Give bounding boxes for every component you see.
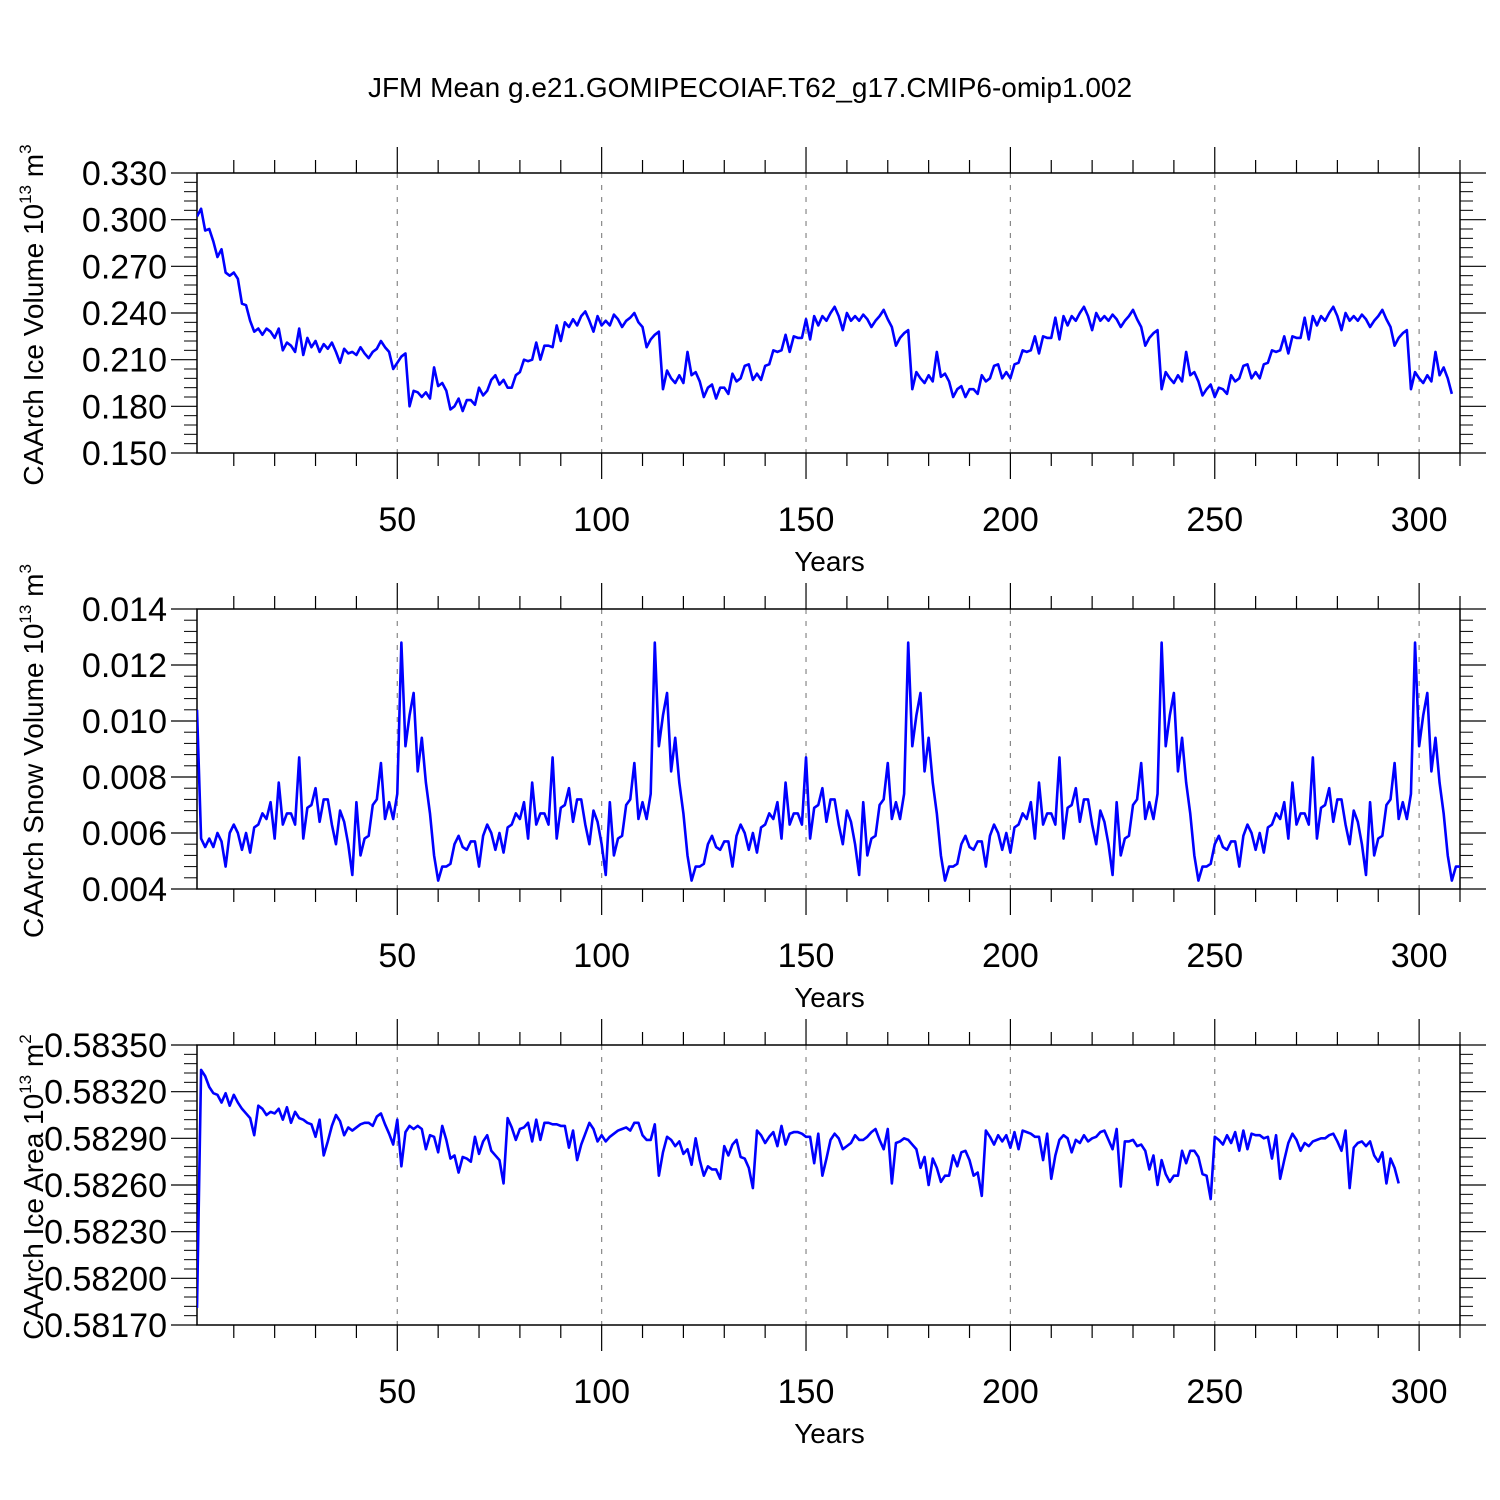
y-tick-label: 0.210: [82, 342, 167, 380]
y-tick-label: 0.58290: [44, 1120, 167, 1158]
x-tick-label: 250: [1186, 1373, 1243, 1411]
panel-ice-volume: 0.150 0.180 0.210 0.240 0.270 0.300 0.330 50 100…: [16, 144, 1486, 577]
y-tick-label: 0.58200: [44, 1260, 167, 1298]
y-tick-label: 0.014: [82, 591, 167, 629]
x-axis-label: Years: [794, 1418, 865, 1449]
x-tick-label: 100: [573, 1373, 630, 1411]
x-tick-label: 200: [982, 501, 1039, 539]
x-axis-label: Years: [794, 546, 865, 577]
y-tick-label: 0.58350: [44, 1027, 167, 1065]
x-tick-label: 300: [1391, 937, 1448, 975]
y-tick-label: 0.330: [82, 155, 167, 193]
x-tick-label: 50: [378, 501, 416, 539]
x-tick-label: 50: [378, 937, 416, 975]
series-line-ice-volume: [197, 207, 1454, 413]
figure-title: JFM Mean g.e21.GOMIPECOIAF.T62_g17.CMIP6…: [367, 72, 1133, 103]
x-tick-label: 100: [573, 937, 630, 975]
plot-frame: [196, 172, 1461, 454]
y-tick-label: 0.006: [82, 815, 167, 853]
y-axis-label-main: CAArch Snow Volume 10: [18, 624, 49, 938]
y-axis-label-unit: m: [18, 574, 49, 605]
x-tick-label: 150: [778, 937, 835, 975]
y-tick-label: 0.58320: [44, 1074, 167, 1112]
x-tick-label: 300: [1391, 501, 1448, 539]
plot-frame: [196, 1044, 1461, 1326]
y-tick-label: 0.012: [82, 647, 167, 685]
x-tick-label: 100: [573, 501, 630, 539]
y-tick-label: 0.010: [82, 703, 167, 741]
x-axis-label: Years: [794, 982, 865, 1013]
panel-snow-volume: 0.004 0.006 0.008 0.010 0.012 0.014 50 100 150 20…: [16, 564, 1486, 1013]
y-tick-label: 0.180: [82, 388, 167, 426]
x-tick-label: 200: [982, 1373, 1039, 1411]
y-tick-label: 0.58170: [44, 1307, 167, 1345]
panel-ice-area: 0.58170 0.58200 0.58230 0.58260 0.58290 0.583…: [16, 1019, 1486, 1449]
y-tick-label: 0.58230: [44, 1214, 167, 1252]
x-tick-label: 50: [378, 1373, 416, 1411]
y-axis-label-exp: 13: [16, 605, 35, 624]
y-axis-label-unit-exp: 2: [16, 1034, 35, 1043]
y-axis-label: CAArch Ice Area 1013 m2: [16, 1034, 49, 1339]
x-tick-label: 250: [1186, 937, 1243, 975]
y-tick-label: 0.150: [82, 435, 167, 473]
y-tick-label: 0.270: [82, 248, 167, 286]
plot-frame: [196, 608, 1461, 890]
y-axis-label-unit-exp: 3: [16, 144, 35, 153]
x-tick-label: 200: [982, 937, 1039, 975]
y-axis-label-main: CAArch Ice Area 10: [18, 1094, 49, 1340]
x-tick-label: 150: [778, 1373, 835, 1411]
y-axis-label-main: CAArch Ice Volume 10: [18, 204, 49, 486]
y-tick-label: 0.004: [82, 871, 167, 909]
y-tick-label: 0.240: [82, 295, 167, 333]
y-tick-label: 0.008: [82, 759, 167, 797]
x-tick-label: 150: [778, 501, 835, 539]
y-axis-label-unit: m: [18, 1044, 49, 1075]
x-tick-label: 250: [1186, 501, 1243, 539]
y-axis-label-exp: 13: [16, 1075, 35, 1094]
x-tick-label: 300: [1391, 1373, 1448, 1411]
y-axis-label: CAArch Ice Volume 1013 m3: [16, 144, 49, 485]
y-tick-label: 0.300: [82, 202, 167, 240]
y-axis-label-exp: 13: [16, 185, 35, 204]
series-line-snow-volume: [197, 641, 1460, 882]
y-axis-label-unit: m: [18, 154, 49, 185]
y-axis-label: CAArch Snow Volume 1013 m3: [16, 564, 49, 938]
y-axis-label-unit-exp: 3: [16, 564, 35, 573]
y-tick-label: 0.58260: [44, 1167, 167, 1205]
series-line-ice-area: [197, 1068, 1400, 1308]
